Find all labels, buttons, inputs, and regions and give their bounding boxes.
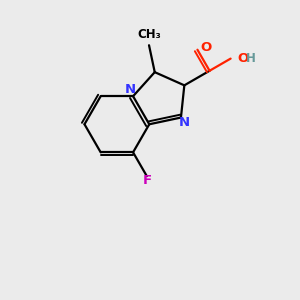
Text: N: N — [179, 116, 190, 129]
Text: O: O — [200, 41, 211, 54]
Text: H: H — [246, 52, 256, 65]
Text: F: F — [142, 174, 152, 187]
Text: N: N — [125, 83, 136, 96]
Text: CH₃: CH₃ — [137, 28, 161, 41]
Text: O: O — [237, 52, 248, 65]
